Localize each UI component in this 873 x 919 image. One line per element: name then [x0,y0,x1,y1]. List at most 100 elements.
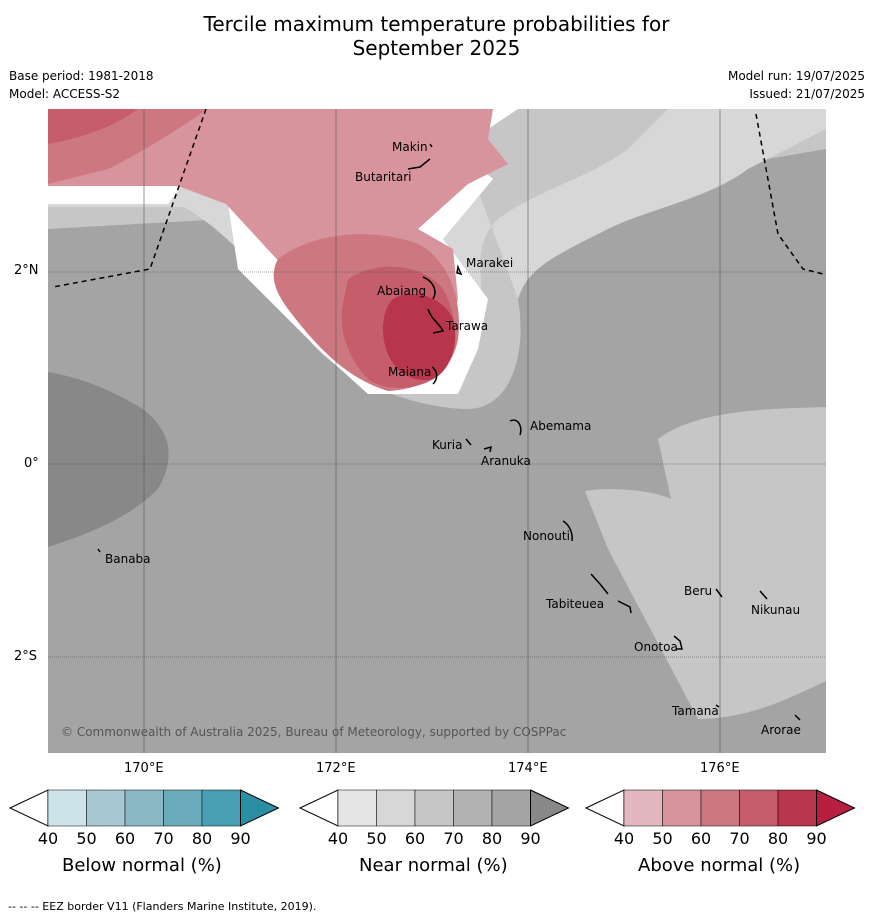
colorbar-below-tick: 70 [153,829,174,848]
parallel-lines [48,271,826,658]
region-above-80-90-west [48,109,138,144]
colorbar-below-high-arrow [240,789,280,827]
label-abemama: Abemama [530,419,591,433]
label-onotoa: Onotoa [634,640,678,654]
copyright-notice: © Commonwealth of Australia 2025, Bureau… [61,725,566,739]
lon-label-174: 174°E [508,761,548,776]
model-run: Model run: 19/07/2025 [727,69,865,83]
colorbar-near-high-arrow [530,789,570,827]
label-makin: Makin [392,140,428,154]
lon-label-170: 170°E [124,761,164,776]
label-maiana: Maiana [388,365,431,379]
colorbar-near-segment [376,789,416,827]
colorbar-near-segment [491,789,531,827]
colorbar-below-segment [124,789,164,827]
probability-map: Makin Butaritari Marakei Abaiang Tarawa … [48,109,826,753]
colorbar-near-segment [453,789,493,827]
label-nikunau: Nikunau [751,603,800,617]
colorbar-below-segment [86,789,126,827]
eez-border [52,109,824,288]
colorbar-above-segment [700,789,740,827]
colorbar-below-segment [47,789,87,827]
colorbar-above-segment [662,789,702,827]
colorbar-near-tick: 40 [327,829,349,848]
lat-label-2s: 2°S [14,649,38,664]
colorbar-above-tick: 50 [652,829,673,848]
island-makin [429,143,433,148]
colorbar-near-segment [337,789,377,827]
colorbar-above-tick: 60 [690,829,712,848]
colorbar-above-tick: 80 [767,829,789,848]
island-butaritari [407,158,431,170]
label-banaba: Banaba [105,552,151,566]
title-line-1: Tercile maximum temperature probabilitie… [203,12,670,36]
colorbar-above-segment [739,789,779,827]
colorbar-below-tick: 50 [76,829,97,848]
island-nikunau [759,590,768,600]
island-nonouti [562,520,573,542]
colorbar-near-low-arrow [298,789,339,827]
island-kuria [465,438,472,446]
colorbar-below-segment [201,789,241,827]
colorbar-near-tick: 50 [366,829,387,848]
lon-label-176: 176°E [700,761,740,776]
island-aranuka [483,445,492,453]
colorbars [8,789,856,827]
colorbar-below-segment [163,789,203,827]
label-nonouti: Nonouti [523,529,570,543]
label-arorae: Arorae [761,723,801,737]
lat-label-2n: 2°N [14,263,39,278]
colorbar-below-tick: 40 [37,829,59,848]
meta-right: Model run: 19/07/2025 Issued: 21/07/2025 [728,67,865,103]
colorbar-above-tick: 40 [613,829,635,848]
eez-legend-note: -- -- -- EEZ border V11 (Flanders Marine… [8,900,317,913]
region-near-70-80 [48,372,169,547]
island-abemama [509,419,522,436]
colorbar-near-segment [414,789,454,827]
island-onotoa [673,635,683,650]
colorbar-above-high-arrow [816,789,856,827]
colorbar-above-segment [623,789,663,827]
lon-label-172: 172°E [316,761,356,776]
region-above-80-90 [382,293,456,381]
island-arorae [794,714,801,721]
meta-left: Base period: 1981-2018 Model: ACCESS-S2 [9,67,154,103]
island-tamana [715,704,720,708]
island-tabiteuea [590,573,632,614]
issued-date: Issued: 21/07/2025 [749,87,865,101]
colorbar-below-low-arrow [8,789,49,827]
island-banaba [97,548,101,553]
label-tarawa: Tarawa [445,319,488,333]
colorbar-label-near: Near normal (%) [359,855,508,876]
colorbar-below-tick: 60 [114,829,136,848]
colorbar-below-tick: 90 [230,829,251,848]
colorbar-label-below: Below normal (%) [62,855,222,876]
label-tamana: Tamana [671,704,719,718]
colorbar-above-segment [777,789,817,827]
label-abaiang: Abaiang [377,284,426,298]
colorbar-below-tick: 80 [191,829,213,848]
region-near-50-60-south [585,407,826,719]
island-maiana [431,366,438,385]
label-butaritari: Butaritari [355,170,412,184]
colorbar-above-low-arrow [584,789,625,827]
island-tarawa [427,308,445,334]
island-beru [715,588,723,598]
colorbar-above-tick: 90 [806,829,827,848]
islands [97,143,801,721]
island-abaiang [422,276,436,300]
label-marakei: Marakei [466,256,513,270]
colorbar-above-tick: 70 [729,829,750,848]
colorbar-label-above: Above normal (%) [638,855,801,876]
label-aranuka: Aranuka [481,454,531,468]
model-name: Model: ACCESS-S2 [9,87,121,101]
label-kuria: Kuria [432,438,463,452]
map-title: Tercile maximum temperature probabilitie… [0,12,873,60]
label-tabiteuea: Tabiteuea [545,597,604,611]
base-period: Base period: 1981-2018 [9,69,154,83]
island-marakei [456,264,463,276]
colorbar-near-tick: 90 [520,829,541,848]
meridian-lines [143,109,721,753]
colorbar-near-tick: 80 [481,829,503,848]
colorbar-near-tick: 60 [404,829,426,848]
